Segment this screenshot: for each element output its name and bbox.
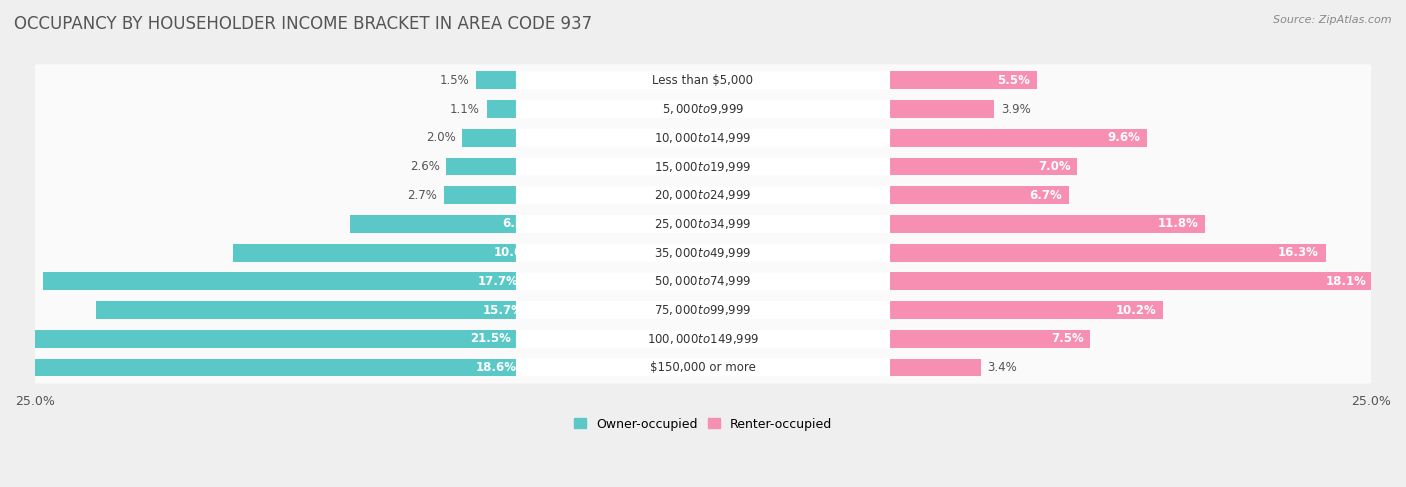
Text: 9.6%: 9.6% [1107,131,1140,144]
Text: 7.5%: 7.5% [1052,332,1084,345]
Text: 21.5%: 21.5% [470,332,510,345]
Bar [97,301,516,319]
FancyBboxPatch shape [516,215,890,233]
FancyBboxPatch shape [516,244,890,262]
Bar [890,72,1038,89]
Text: $5,000 to $9,999: $5,000 to $9,999 [662,102,744,116]
Text: 6.2%: 6.2% [503,217,536,230]
Text: $50,000 to $74,999: $50,000 to $74,999 [654,274,752,288]
Bar [890,358,981,376]
Bar [890,215,1205,233]
Text: $10,000 to $14,999: $10,000 to $14,999 [654,131,752,145]
FancyBboxPatch shape [34,352,1372,384]
Bar [890,100,994,118]
FancyBboxPatch shape [34,237,1372,269]
Bar [890,187,1069,204]
Bar [475,72,516,89]
FancyBboxPatch shape [34,323,1372,355]
Bar [890,129,1147,147]
FancyBboxPatch shape [34,122,1372,154]
Bar [890,272,1374,290]
FancyBboxPatch shape [516,100,890,118]
Bar [350,215,516,233]
Text: $100,000 to $149,999: $100,000 to $149,999 [647,332,759,346]
Text: $35,000 to $49,999: $35,000 to $49,999 [654,245,752,260]
FancyBboxPatch shape [516,272,890,290]
Text: $20,000 to $24,999: $20,000 to $24,999 [654,188,752,202]
Legend: Owner-occupied, Renter-occupied: Owner-occupied, Renter-occupied [568,412,838,435]
Text: 10.2%: 10.2% [1115,303,1156,317]
Text: $150,000 or more: $150,000 or more [650,361,756,374]
Text: Less than $5,000: Less than $5,000 [652,74,754,87]
Text: 18.6%: 18.6% [477,361,517,374]
Bar [0,330,516,348]
Bar [18,358,516,376]
Text: Source: ZipAtlas.com: Source: ZipAtlas.com [1274,15,1392,25]
Bar [44,272,516,290]
FancyBboxPatch shape [34,208,1372,240]
Bar [447,158,516,175]
Text: 15.7%: 15.7% [482,303,523,317]
Text: 1.1%: 1.1% [450,103,479,115]
Text: 2.0%: 2.0% [426,131,456,144]
Text: 17.7%: 17.7% [478,275,519,288]
FancyBboxPatch shape [34,179,1372,211]
Text: 6.7%: 6.7% [1029,189,1063,202]
FancyBboxPatch shape [516,72,890,89]
Bar [890,158,1077,175]
Text: 3.9%: 3.9% [1001,103,1031,115]
FancyBboxPatch shape [34,265,1372,298]
FancyBboxPatch shape [516,129,890,147]
Text: 16.3%: 16.3% [1278,246,1319,259]
FancyBboxPatch shape [516,358,890,376]
Text: 18.1%: 18.1% [1326,275,1367,288]
FancyBboxPatch shape [34,294,1372,326]
Text: 11.8%: 11.8% [1157,217,1199,230]
Text: 3.4%: 3.4% [987,361,1018,374]
Text: OCCUPANCY BY HOUSEHOLDER INCOME BRACKET IN AREA CODE 937: OCCUPANCY BY HOUSEHOLDER INCOME BRACKET … [14,15,592,33]
FancyBboxPatch shape [34,150,1372,183]
FancyBboxPatch shape [516,301,890,319]
FancyBboxPatch shape [34,64,1372,96]
Text: 2.6%: 2.6% [411,160,440,173]
FancyBboxPatch shape [516,158,890,175]
Text: $25,000 to $34,999: $25,000 to $34,999 [654,217,752,231]
Bar [890,330,1091,348]
FancyBboxPatch shape [34,93,1372,125]
Bar [444,187,516,204]
Text: $15,000 to $19,999: $15,000 to $19,999 [654,160,752,173]
Text: 2.7%: 2.7% [408,189,437,202]
Bar [890,244,1326,262]
Text: 10.6%: 10.6% [494,246,534,259]
Text: 1.5%: 1.5% [440,74,470,87]
Bar [890,301,1163,319]
Text: $75,000 to $99,999: $75,000 to $99,999 [654,303,752,317]
FancyBboxPatch shape [516,187,890,204]
Text: 7.0%: 7.0% [1038,160,1070,173]
FancyBboxPatch shape [516,330,890,348]
Bar [232,244,516,262]
Bar [463,129,516,147]
Text: 5.5%: 5.5% [997,74,1031,87]
Bar [486,100,516,118]
